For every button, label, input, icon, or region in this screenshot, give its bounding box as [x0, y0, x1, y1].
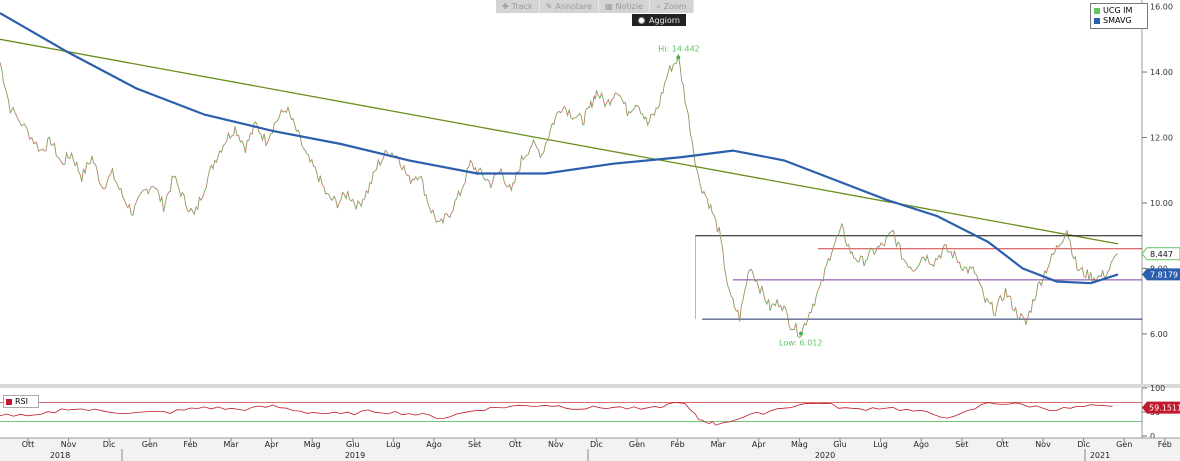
pencil-icon: ✎	[545, 2, 553, 11]
y-tick-label: 6.00	[1150, 330, 1168, 339]
month-label: Apr	[265, 440, 280, 449]
month-label: Gen	[629, 440, 645, 449]
rsi-tick-label: 100	[1150, 384, 1165, 393]
month-label: Nov	[61, 440, 77, 449]
y-tick-label: 14.00	[1150, 68, 1173, 77]
rsi-legend: RSI	[3, 395, 39, 408]
chart-legend: UCG IM SMAVG	[1090, 3, 1148, 29]
month-label: Ott	[22, 440, 35, 449]
last-price-tag	[1141, 247, 1180, 261]
rsi-panel: 10050059.1511	[0, 384, 1180, 441]
annotate-label: Annotare	[555, 2, 592, 11]
smavg-tag-text: 7.8179	[1150, 270, 1178, 279]
rsi-value-tag	[1142, 401, 1180, 414]
legend-item-ucg: UCG IM	[1094, 6, 1144, 16]
month-label: Apr	[752, 440, 767, 449]
zoom-button[interactable]: ⌕ Zoom	[650, 0, 694, 13]
month-label: Mar	[223, 440, 239, 449]
month-label: Giu	[346, 440, 360, 449]
news-icon: ▦	[604, 2, 613, 11]
refresh-icon	[638, 16, 645, 24]
legend-swatch	[1094, 18, 1100, 24]
legend-label: UCG IM	[1103, 6, 1133, 15]
month-label: Ago	[913, 440, 929, 449]
zoom-label: Zoom	[663, 2, 687, 11]
month-label: Set	[955, 440, 968, 449]
refresh-label: Aggiorn	[649, 15, 680, 25]
time-axis: Ott Nov Dic Gen Feb Mar Apr Mag Giu Lug Ago Set Ott N…	[0, 437, 1180, 461]
track-button[interactable]: ✚ Track	[496, 0, 540, 13]
legend-item-smavg: SMAVG	[1094, 16, 1144, 26]
legend-swatch	[1094, 8, 1100, 14]
price-plot-bg	[0, 0, 1142, 384]
year-label: 2019	[345, 451, 365, 460]
month-label: Lug	[873, 440, 887, 449]
month-label: Mar	[711, 440, 727, 449]
annotate-button[interactable]: ✎ Annotare	[539, 0, 599, 13]
year-label: 2021	[1090, 451, 1110, 460]
low-marker	[799, 331, 804, 336]
month-label: Set	[468, 440, 481, 449]
price-series-ucg	[0, 54, 1119, 338]
month-label: Feb	[671, 440, 685, 449]
year-label: 2020	[815, 451, 835, 460]
rsi-series	[0, 401, 1113, 426]
month-label: Ago	[426, 440, 442, 449]
legend-label: SMAVG	[1103, 16, 1132, 25]
smavg-tag	[1142, 268, 1180, 281]
month-label: Feb	[183, 440, 197, 449]
y-tick-label: 16.00	[1150, 3, 1173, 12]
smavg-series	[0, 12, 1119, 285]
month-label: Feb	[1158, 440, 1172, 449]
month-label: Gen	[1116, 440, 1132, 449]
track-label: Track	[511, 2, 533, 11]
month-label: Dic	[1077, 440, 1090, 449]
y-tick-label: 12.00	[1150, 133, 1173, 142]
crosshair-icon: ✚	[502, 2, 509, 11]
rsi-tick-label: 0	[1150, 432, 1155, 441]
time-axis-bg	[0, 438, 1180, 461]
month-label: Gen	[142, 440, 158, 449]
refresh-button[interactable]: Aggiorn	[632, 14, 686, 26]
low-label: Low: 6.012	[779, 339, 822, 348]
month-label: Ott	[509, 440, 522, 449]
month-label: Lug	[386, 440, 400, 449]
month-label: Nov	[1035, 440, 1051, 449]
month-label: Giu	[833, 440, 847, 449]
hi-marker	[676, 55, 681, 60]
hi-label: Hi: 14.442	[658, 45, 699, 54]
last-price-tag-text: 8.447	[1150, 250, 1173, 259]
magnifier-icon: ⌕	[656, 1, 661, 11]
rsi-label: RSI	[15, 397, 28, 406]
chart-toolbar: ✚ Track ✎ Annotare ▦ Notizie ⌕ Zoom	[496, 0, 694, 13]
trendline	[0, 38, 1119, 245]
month-label: Dic	[590, 440, 603, 449]
panel-divider	[0, 384, 1180, 388]
y-tick-label: 10.00	[1150, 199, 1173, 208]
news-label: Notizie	[615, 2, 644, 11]
month-label: Mag	[304, 440, 321, 449]
rsi-value-text: 59.1511	[1149, 404, 1180, 413]
month-label: Mag	[791, 440, 808, 449]
month-label: Nov	[548, 440, 564, 449]
month-label: Ott	[996, 440, 1009, 449]
month-label: Dic	[103, 440, 116, 449]
legend-swatch	[6, 398, 12, 405]
year-label: 2018	[50, 451, 70, 460]
news-button[interactable]: ▦ Notizie	[598, 0, 651, 13]
